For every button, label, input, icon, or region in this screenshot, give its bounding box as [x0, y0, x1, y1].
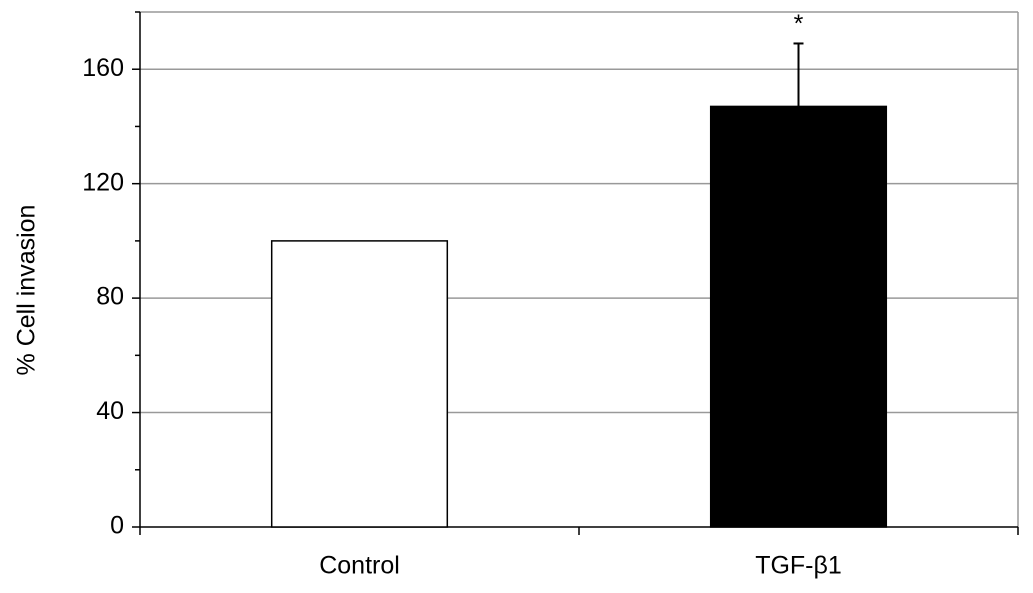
bar — [270, 240, 449, 528]
significance-marker: * — [794, 10, 804, 38]
y-tick-label: 160 — [82, 54, 124, 82]
bar — [709, 105, 888, 528]
y-axis-label: % Cell invasion — [13, 205, 41, 376]
y-tick-label: 80 — [96, 283, 124, 311]
y-tick-label: 0 — [110, 512, 124, 540]
y-tick-label: 40 — [96, 397, 124, 425]
y-tick-label: 120 — [82, 168, 124, 196]
x-tick-label: TGF-β1 — [755, 552, 842, 580]
x-tick-label: Control — [319, 552, 400, 580]
